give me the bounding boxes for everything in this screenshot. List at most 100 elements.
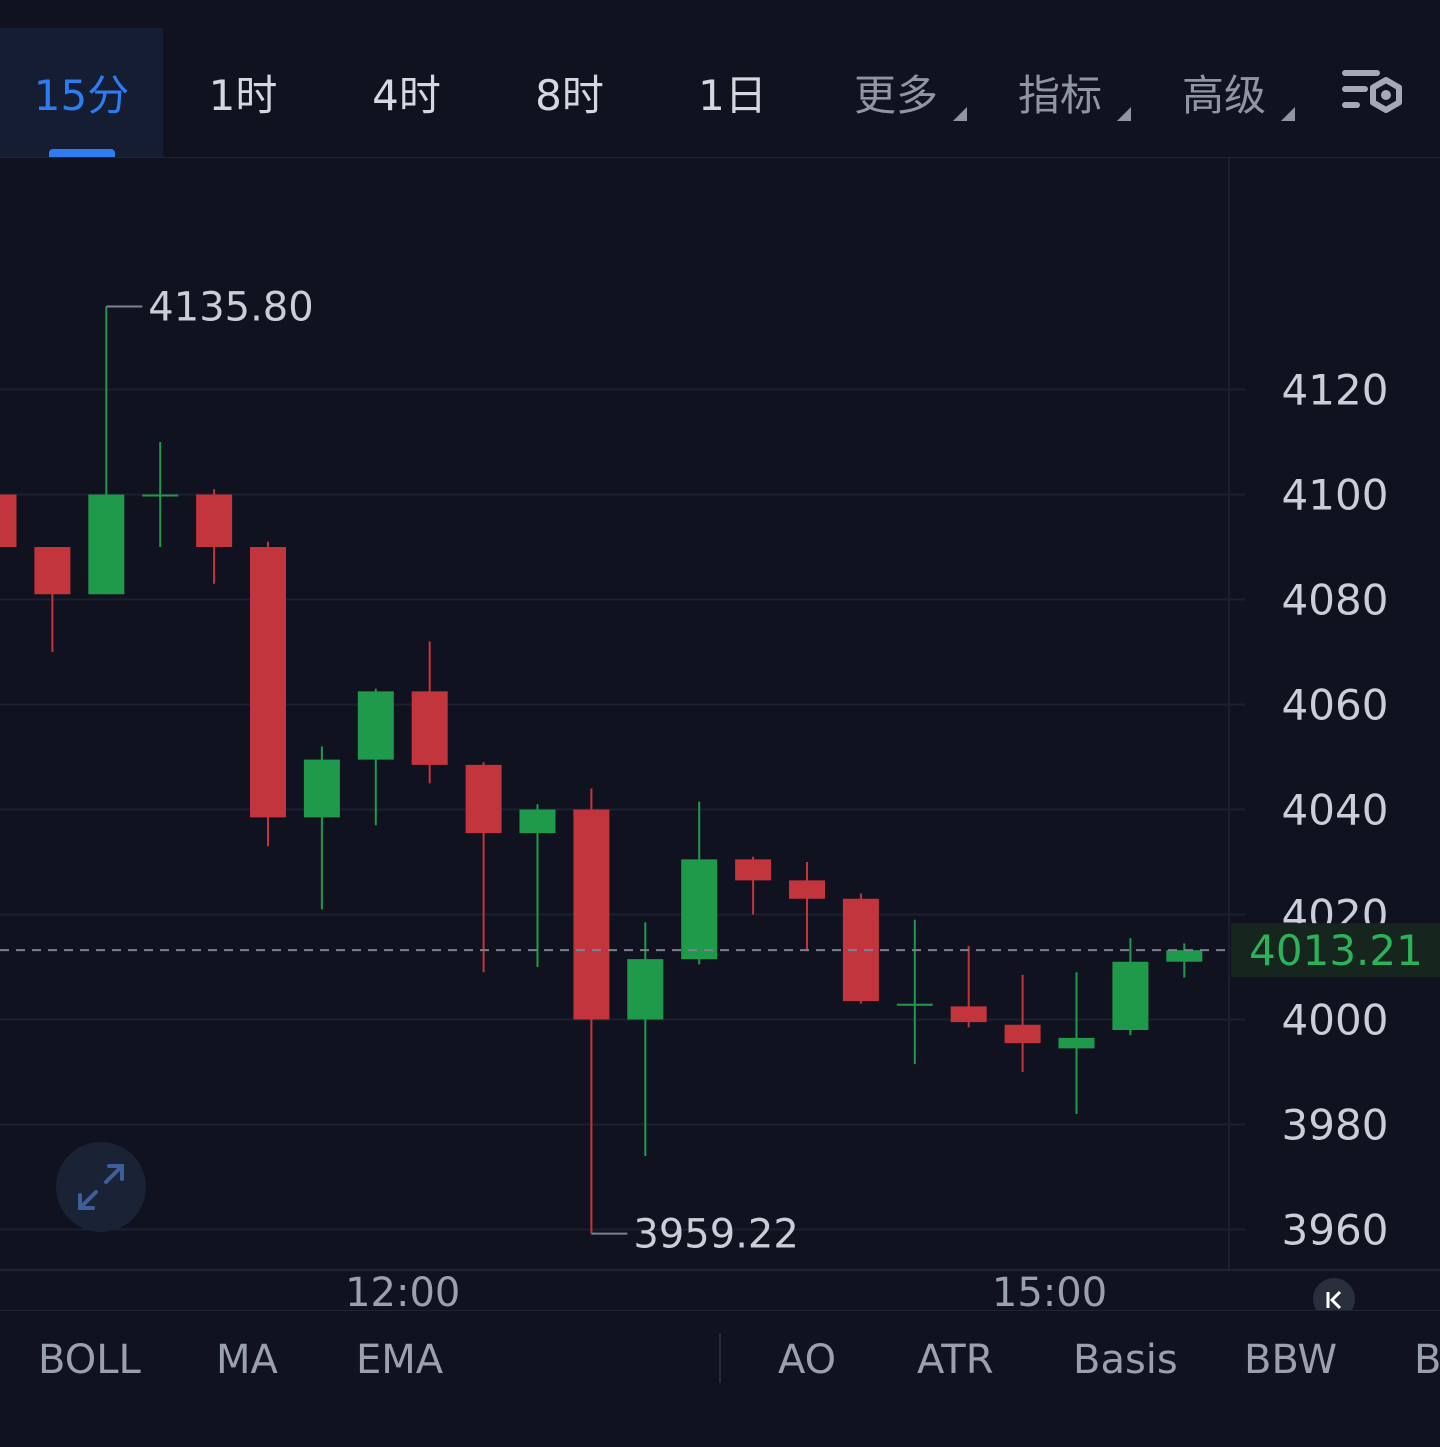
candle-body — [573, 809, 610, 1020]
tab-label: 高级 — [1181, 71, 1266, 120]
tab-label: 4时 — [372, 71, 441, 120]
candle — [519, 804, 556, 967]
candle — [0, 494, 17, 547]
indicator-bar: BOLL MA EMA AO ATR Basis BBW B — [0, 1310, 1440, 1447]
candle — [34, 547, 71, 652]
tab-label: 15分 — [33, 71, 130, 120]
price-tick-label: 4080 — [1282, 576, 1389, 625]
candle-body — [0, 494, 17, 547]
candle-body — [1166, 950, 1203, 962]
candle — [735, 856, 772, 915]
candle-body — [34, 547, 71, 595]
tab-1d[interactable]: 1日 — [651, 28, 814, 157]
last-price-value: 4013.21 — [1249, 926, 1423, 975]
indicator-ema[interactable]: EMA — [356, 1337, 444, 1383]
candle — [1004, 974, 1041, 1072]
candle-body — [627, 959, 664, 1020]
tab-8h[interactable]: 8时 — [488, 28, 651, 157]
indicator-bbw[interactable]: BBW — [1244, 1337, 1338, 1383]
candle — [1112, 938, 1149, 1036]
candle — [250, 541, 286, 847]
candle-body — [1004, 1024, 1041, 1044]
candle-body — [196, 494, 233, 547]
indicator-atr[interactable]: ATR — [917, 1337, 994, 1383]
candle-body — [357, 691, 394, 760]
candle — [842, 893, 879, 1004]
candle — [411, 641, 448, 784]
last-price-indicator: 4013.21 — [0, 923, 1440, 978]
tab-advanced-dropdown[interactable]: 高级 — [1173, 28, 1295, 157]
chart-settings-button[interactable] — [1336, 62, 1408, 126]
candle-body — [735, 859, 772, 881]
tab-indicators-dropdown[interactable]: 指标 — [1009, 28, 1131, 157]
indicator-basis[interactable]: Basis — [1073, 1337, 1178, 1383]
indicator-ma[interactable]: MA — [216, 1337, 278, 1383]
candles — [0, 306, 1203, 1234]
indicator-ao[interactable]: AO — [778, 1337, 837, 1383]
candle-body — [303, 759, 340, 818]
candle — [627, 922, 664, 1156]
scroll-to-latest-icon — [1326, 1290, 1342, 1310]
last-price-badge — [1231, 923, 1440, 978]
price-tick-label: 4040 — [1282, 786, 1389, 835]
candle-body — [250, 547, 286, 818]
price-tick-label: 4100 — [1282, 471, 1389, 520]
candle — [357, 688, 394, 826]
candle — [88, 306, 125, 595]
tab-label: 更多 — [853, 71, 938, 120]
timeframe-tab-bar: 15分 1时 4时 8时 1日 更多 指标 高级 — [0, 0, 1440, 158]
candle-body — [1058, 1037, 1095, 1049]
indicator-divider — [719, 1333, 721, 1383]
tab-label: 1时 — [208, 71, 278, 120]
candle — [681, 801, 718, 965]
price-tick-label: 4120 — [1282, 366, 1389, 415]
candle-body — [519, 809, 556, 834]
candle — [142, 442, 179, 547]
time-axis: 12:00 15:00 — [345, 1270, 1107, 1310]
candle-body — [411, 691, 448, 765]
tab-label: 指标 — [1017, 71, 1102, 120]
tab-more-dropdown[interactable]: 更多 — [845, 28, 967, 157]
candle-body — [681, 859, 718, 960]
indicator-boll[interactable]: BOLL — [38, 1337, 141, 1383]
tab-15m[interactable]: 15分 — [0, 28, 163, 157]
candle — [303, 746, 340, 910]
candle-body — [88, 494, 125, 595]
expand-arrows-icon — [78, 1164, 124, 1210]
candle — [789, 862, 825, 952]
candle-body — [1112, 961, 1149, 1030]
candle-body — [465, 764, 502, 834]
tab-label: 8时 — [535, 71, 604, 120]
candle — [896, 919, 933, 1065]
dropdown-corner-icon — [1281, 107, 1295, 121]
grid-lines — [0, 388, 1245, 1231]
candle-body — [896, 1003, 933, 1006]
candle-body — [789, 880, 825, 899]
candle — [196, 489, 233, 584]
time-tick-label: 15:00 — [992, 1270, 1107, 1310]
candle-body — [950, 1006, 987, 1023]
price-tick-label: 4060 — [1282, 681, 1389, 730]
price-tick-label: 3980 — [1282, 1101, 1389, 1150]
candle-body — [142, 494, 179, 497]
dropdown-corner-icon — [953, 107, 967, 121]
high-price-label: 4135.80 — [148, 285, 313, 331]
candle — [1166, 943, 1203, 978]
extreme-price-markers: 4135.80 3959.22 — [106, 285, 799, 1258]
tab-4h[interactable]: 4时 — [325, 28, 488, 157]
chart-settings-icon — [1342, 70, 1402, 113]
candle — [465, 762, 502, 973]
candle — [1058, 972, 1095, 1114]
expand-chart-button[interactable] — [56, 1142, 146, 1232]
candle — [573, 788, 610, 1234]
tab-label: 1日 — [698, 71, 767, 120]
candle — [950, 946, 987, 1028]
price-tick-label: 3960 — [1282, 1206, 1389, 1255]
active-tab-indicator — [48, 149, 115, 157]
tab-1h[interactable]: 1时 — [163, 28, 323, 157]
time-tick-label: 12:00 — [345, 1270, 460, 1310]
indicator-b-truncated[interactable]: B — [1414, 1337, 1440, 1383]
dropdown-corner-icon — [1117, 107, 1131, 121]
